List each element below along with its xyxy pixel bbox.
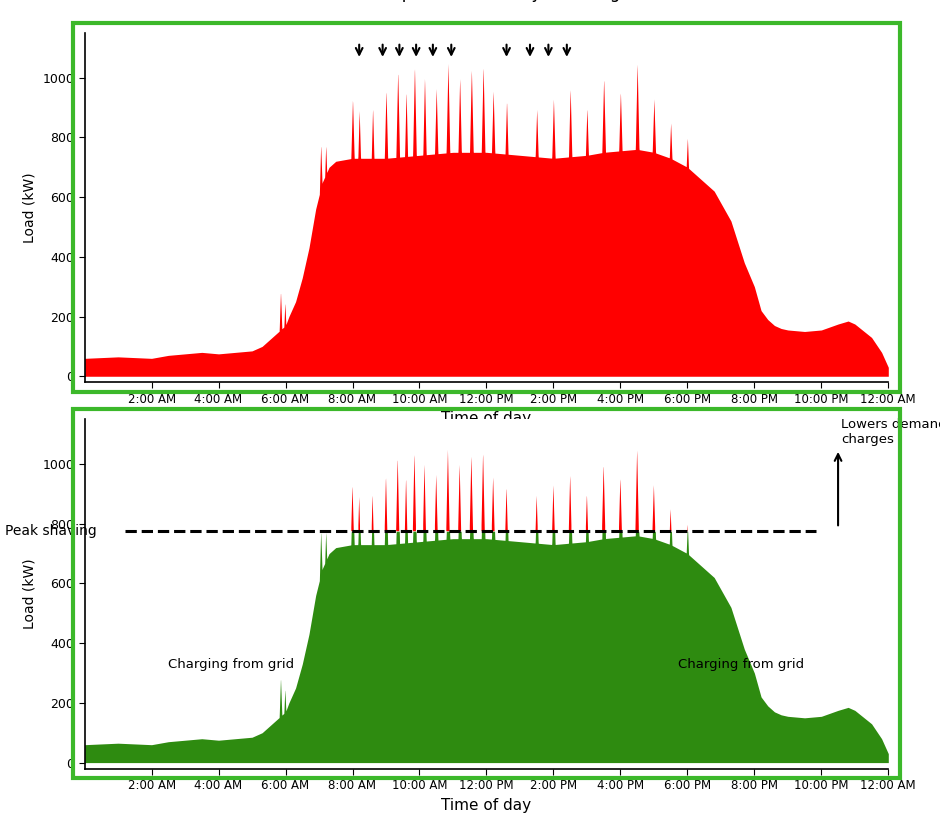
- Y-axis label: Load (kW): Load (kW): [23, 173, 37, 242]
- X-axis label: Time of day: Time of day: [442, 411, 531, 426]
- Text: Lowers demand
charges: Lowers demand charges: [841, 418, 940, 446]
- X-axis label: Time of day: Time of day: [442, 797, 531, 812]
- Text: Peak shaving: Peak shaving: [6, 524, 102, 538]
- Y-axis label: Load (kW): Load (kW): [23, 559, 37, 629]
- Text: Charging from grid: Charging from grid: [168, 658, 294, 671]
- Text: Demand peaks caused by EV chargers: Demand peaks caused by EV chargers: [326, 0, 647, 2]
- Text: Charging from grid: Charging from grid: [679, 658, 805, 671]
